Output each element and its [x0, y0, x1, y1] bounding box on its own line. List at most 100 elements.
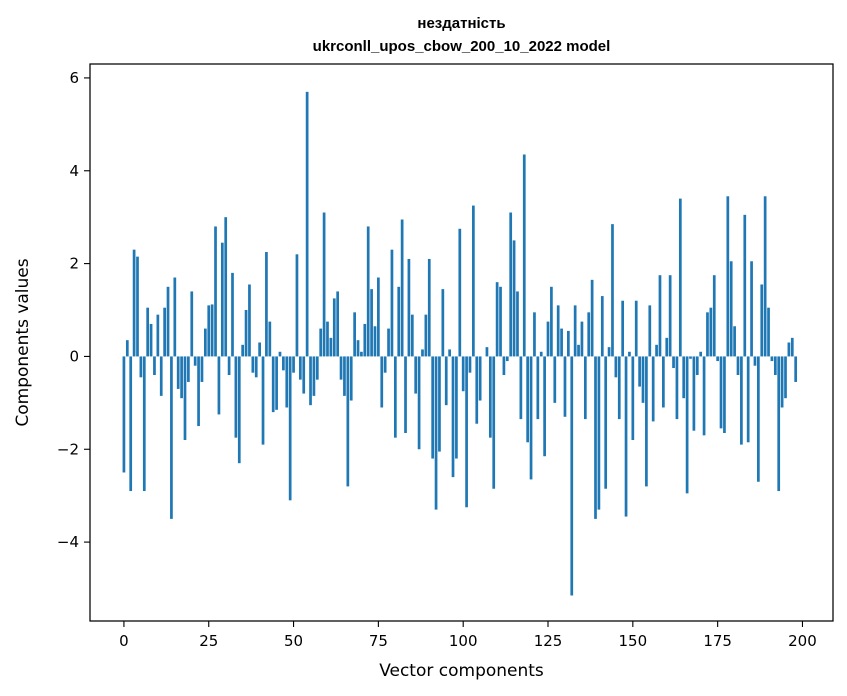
bar: [187, 356, 190, 382]
bar: [611, 224, 614, 357]
bar: [570, 356, 574, 596]
y-tick-label: −2: [57, 440, 79, 458]
bar: [346, 356, 350, 487]
bars-group: [122, 91, 798, 596]
bar: [349, 356, 353, 401]
bar: [682, 356, 686, 399]
bar: [794, 356, 798, 382]
bar: [773, 356, 777, 375]
bar: [322, 212, 326, 357]
x-tick-label: 150: [619, 632, 648, 650]
bar: [360, 351, 363, 357]
bar: [550, 286, 553, 357]
bar: [740, 356, 743, 445]
bar: [465, 356, 468, 508]
bar: [305, 91, 309, 357]
bar: [475, 356, 479, 424]
y-tick-label: 4: [69, 162, 79, 180]
bar: [472, 205, 475, 357]
bar: [200, 356, 204, 382]
bar: [292, 356, 295, 373]
bar: [319, 328, 323, 357]
bar: [573, 305, 577, 357]
bar: [373, 326, 377, 357]
bar: [431, 356, 435, 459]
bar: [451, 356, 455, 478]
bar: [709, 307, 713, 357]
x-tick-label: 75: [369, 632, 388, 650]
bar: [149, 323, 153, 357]
chart-title: нездатність ukrconll_upos_cbow_200_10_20…: [313, 15, 611, 55]
bar: [587, 312, 591, 357]
bar: [499, 286, 502, 357]
bar: [448, 349, 451, 357]
bar: [723, 356, 726, 434]
bar: [139, 356, 143, 378]
bar: [780, 356, 784, 408]
bar: [363, 323, 367, 357]
bar: [641, 356, 645, 403]
bar: [512, 240, 516, 357]
bar: [509, 212, 513, 357]
bar: [129, 356, 133, 492]
bar: [387, 328, 390, 357]
bar: [434, 356, 438, 510]
bar: [624, 356, 628, 517]
bar: [424, 314, 428, 357]
bar: [594, 356, 597, 519]
bar: [488, 356, 492, 438]
bar: [668, 275, 672, 357]
bar: [438, 356, 441, 452]
bar: [417, 356, 421, 450]
bar: [166, 286, 170, 357]
bar: [706, 312, 709, 357]
bar: [315, 356, 319, 380]
bar: [343, 356, 346, 396]
bar: [390, 249, 394, 357]
bar: [770, 356, 774, 362]
bar: [726, 196, 730, 357]
bar: [309, 356, 312, 406]
bar: [237, 356, 241, 464]
bar: [356, 340, 360, 357]
y-tick-label: −4: [57, 533, 79, 551]
bar: [268, 321, 272, 357]
bar: [380, 356, 384, 408]
bar: [733, 326, 736, 357]
bar: [502, 356, 506, 375]
bar: [203, 328, 207, 357]
bar: [563, 356, 567, 417]
bar: [600, 296, 604, 357]
bar: [784, 356, 787, 399]
bar: [712, 275, 716, 357]
bar: [628, 351, 631, 357]
bar: [658, 275, 662, 357]
bar: [495, 282, 499, 357]
bar: [339, 356, 343, 380]
bar: [397, 286, 401, 357]
bar: [278, 351, 282, 357]
bar: [421, 349, 424, 357]
bar: [410, 314, 414, 357]
x-tick-label: 175: [703, 632, 732, 650]
bar: [156, 314, 160, 357]
bar: [400, 219, 404, 357]
bar: [461, 356, 465, 392]
bar: [533, 312, 536, 357]
bar: [553, 356, 557, 403]
bar: [621, 300, 625, 357]
bar: [757, 356, 760, 482]
bar: [672, 356, 675, 369]
bar: [583, 356, 587, 420]
bar: [142, 356, 146, 492]
bar: [607, 347, 611, 357]
bar: [227, 356, 231, 375]
bar: [468, 356, 472, 373]
bar: [736, 356, 740, 375]
bar: [275, 356, 278, 410]
bar: [767, 307, 770, 357]
bar: [407, 258, 411, 357]
bar: [529, 356, 533, 480]
y-axis-label: Components values: [13, 258, 33, 426]
